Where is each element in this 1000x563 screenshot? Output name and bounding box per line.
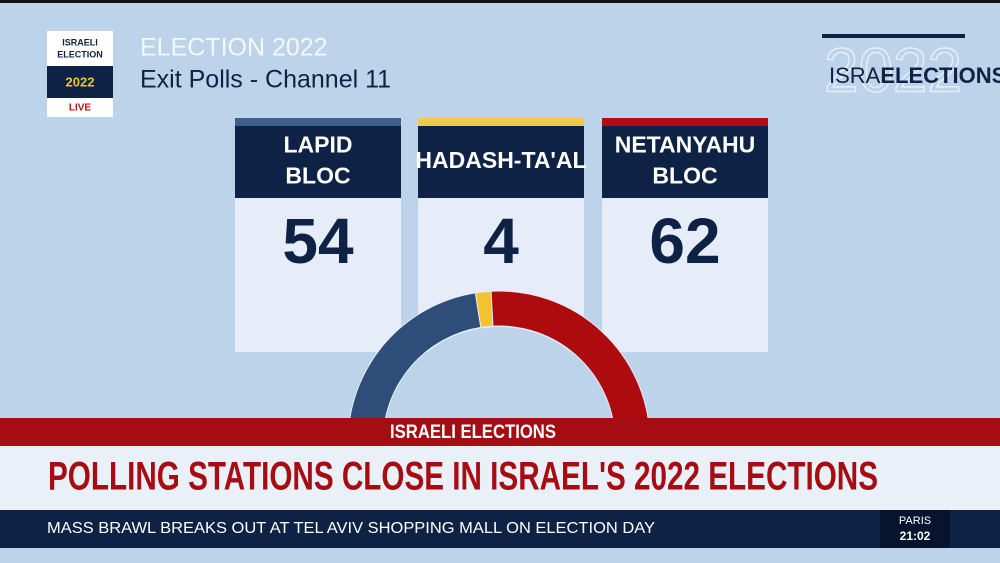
donut-hole [384, 327, 614, 442]
logo-rule [822, 34, 965, 38]
card-header [235, 126, 401, 198]
badge-year-box [47, 66, 113, 98]
card-body [235, 198, 401, 352]
ticker [0, 510, 1000, 548]
banner-strip [0, 418, 1000, 446]
headline-bar [0, 446, 1000, 510]
badge-line: ISRAELI [62, 37, 98, 47]
badge-line: ELECTION [57, 49, 103, 59]
card-value: 54 [282, 205, 354, 277]
logo-bold: ELECTIONS [880, 63, 1000, 88]
card-body [602, 198, 768, 352]
banner-label: ISRAELI ELECTIONS [390, 422, 556, 443]
card-strip [235, 118, 401, 126]
card-name: BLOC [285, 163, 350, 189]
card-value: 4 [483, 205, 519, 277]
badge-live: LIVE [69, 103, 92, 114]
badge-year: 2022 [66, 74, 95, 89]
card-strip [602, 118, 768, 126]
card-strip [418, 118, 584, 126]
logo: ISRAELECTIONS [829, 63, 1000, 88]
top-edge [0, 0, 1000, 3]
card-header [602, 126, 768, 198]
card-name: NETANYAHU [615, 132, 756, 158]
card-name: BLOC [652, 163, 717, 189]
clock-city: PARIS [899, 515, 931, 527]
headline: POLLING STATIONS CLOSE IN ISRAEL'S 2022 … [48, 455, 878, 499]
card-value: 62 [649, 205, 720, 277]
logo-light: ISRA [829, 63, 881, 88]
card-name: HADASH-TA'AL [415, 147, 586, 173]
logo-watermark: 2022 [824, 36, 962, 105]
card-name: LAPID [284, 132, 353, 158]
clock [880, 510, 950, 548]
card-header [418, 126, 584, 198]
subtitle: Exit Polls - Channel 11 [140, 66, 391, 94]
ticker-text: MASS BRAWL BREAKS OUT AT TEL AVIV SHOPPI… [47, 520, 655, 537]
title: ELECTION 2022 [140, 34, 328, 62]
clock-time: 21:02 [900, 529, 931, 543]
